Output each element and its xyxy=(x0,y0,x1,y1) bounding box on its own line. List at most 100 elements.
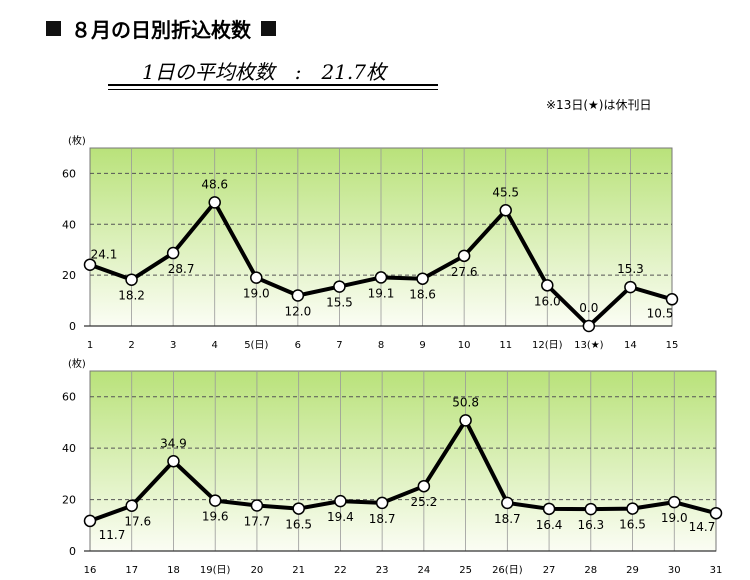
x-tick-label: 31 xyxy=(710,565,723,576)
data-point xyxy=(125,499,138,512)
x-tick-label: 11 xyxy=(499,340,512,351)
x-tick-label: 9 xyxy=(419,340,425,351)
data-label: 10.5 xyxy=(647,306,674,320)
x-tick-label: 15 xyxy=(666,340,679,351)
y-tick-label: 60 xyxy=(62,391,76,404)
data-label: 45.5 xyxy=(492,185,519,199)
data-label: 24.1 xyxy=(91,248,118,262)
data-label: 14.7 xyxy=(689,520,716,534)
plot-area xyxy=(89,370,717,552)
data-label: 18.2 xyxy=(118,289,145,303)
data-label: 25.2 xyxy=(411,495,438,509)
data-label: 19.4 xyxy=(327,510,354,524)
x-tick-label: 7 xyxy=(336,340,342,351)
data-point xyxy=(499,204,512,217)
data-label: 19.1 xyxy=(368,286,395,300)
data-point xyxy=(501,496,514,510)
data-label: 17.7 xyxy=(244,514,271,528)
data-label: 16.4 xyxy=(536,518,563,532)
y-unit-label: (枚) xyxy=(68,357,86,370)
x-tick-label: 10 xyxy=(458,340,471,351)
data-point xyxy=(250,499,264,512)
x-tick-label: 23 xyxy=(376,565,389,576)
x-tick-label: 20 xyxy=(251,565,264,576)
x-tick-label: 29 xyxy=(626,565,639,576)
data-point xyxy=(624,280,637,294)
x-tick-label: 28 xyxy=(584,565,597,576)
data-label: 16.3 xyxy=(577,518,604,532)
data-point xyxy=(167,455,180,468)
x-tick-label: 22 xyxy=(334,565,347,576)
x-tick-label: 17 xyxy=(125,565,138,576)
y-unit-label: (枚) xyxy=(68,134,86,147)
y-tick-label: 0 xyxy=(69,320,76,333)
data-label: 12.0 xyxy=(284,304,311,318)
holiday-note: ※13日(★)は休刊日 xyxy=(546,98,652,112)
y-tick-label: 60 xyxy=(62,167,76,180)
data-point xyxy=(125,273,138,286)
data-label: 19.6 xyxy=(202,510,229,524)
y-tick-label: 20 xyxy=(62,494,76,507)
x-tick-label: 8 xyxy=(378,340,384,351)
average-underline xyxy=(108,84,438,86)
data-point xyxy=(459,414,472,427)
data-label: 27.6 xyxy=(451,265,478,279)
data-label: 18.7 xyxy=(369,512,396,526)
page-title-text: ８月の日別折込枚数 xyxy=(71,18,251,42)
data-point xyxy=(250,271,263,284)
page-title: ８月の日別折込枚数 xyxy=(46,14,276,43)
data-label: 28.7 xyxy=(168,262,195,276)
x-tick-label: 21 xyxy=(292,565,305,576)
data-label: 48.6 xyxy=(201,177,228,191)
x-tick-label: 19(日) xyxy=(200,565,231,576)
data-label: 0.0 xyxy=(579,301,598,315)
data-point xyxy=(541,279,554,292)
data-label: 19.0 xyxy=(243,287,270,301)
square-bullet-icon xyxy=(261,21,276,36)
data-point xyxy=(668,495,681,509)
x-tick-label: 6 xyxy=(295,340,301,351)
data-label: 15.3 xyxy=(617,262,644,276)
data-point xyxy=(375,496,389,510)
x-tick-label: 24 xyxy=(417,565,430,576)
x-tick-label: 5(日) xyxy=(244,340,268,351)
y-tick-label: 40 xyxy=(62,218,76,231)
data-label: 50.8 xyxy=(452,395,479,409)
data-label: 34.9 xyxy=(160,436,187,450)
data-point xyxy=(83,514,97,528)
data-point xyxy=(457,249,471,263)
x-tick-label: 30 xyxy=(668,565,681,576)
x-tick-label: 26(日) xyxy=(492,565,523,576)
data-label: 18.6 xyxy=(409,288,436,302)
x-tick-label: 14 xyxy=(624,340,637,351)
data-point xyxy=(416,272,429,285)
average-underline-thin xyxy=(108,89,438,90)
data-label: 19.0 xyxy=(661,511,688,525)
data-point xyxy=(83,258,97,271)
data-point xyxy=(709,506,723,520)
data-point xyxy=(333,280,346,293)
x-tick-label: 27 xyxy=(543,565,556,576)
data-point xyxy=(334,494,347,508)
y-tick-label: 40 xyxy=(62,442,76,455)
chart-aug-16-31: 0 20 40 60 (枚) 16 17 18 19(日) 20 21 22 23 24 25 26(日) 27… xyxy=(62,357,723,576)
data-point xyxy=(542,502,556,516)
data-point xyxy=(291,289,305,302)
data-point xyxy=(417,479,431,493)
data-label: 16.0 xyxy=(534,294,561,308)
x-tick-label: 1 xyxy=(87,340,93,351)
data-point xyxy=(208,196,221,209)
data-label: 18.7 xyxy=(494,512,521,526)
data-label: 15.5 xyxy=(326,296,353,310)
x-tick-label: 13(★) xyxy=(574,340,604,351)
x-tick-label: 2 xyxy=(128,340,134,351)
data-point xyxy=(292,502,305,515)
x-tick-label: 3 xyxy=(170,340,176,351)
data-point xyxy=(208,494,222,507)
average-label-text: 1日の平均枚数 : 21.7枚 xyxy=(142,60,386,84)
average-label: 1日の平均枚数 : 21.7枚 xyxy=(108,56,438,90)
square-bullet-icon xyxy=(46,21,61,36)
data-point xyxy=(584,502,598,516)
x-tick-label: 18 xyxy=(167,565,180,576)
data-point xyxy=(626,502,639,515)
